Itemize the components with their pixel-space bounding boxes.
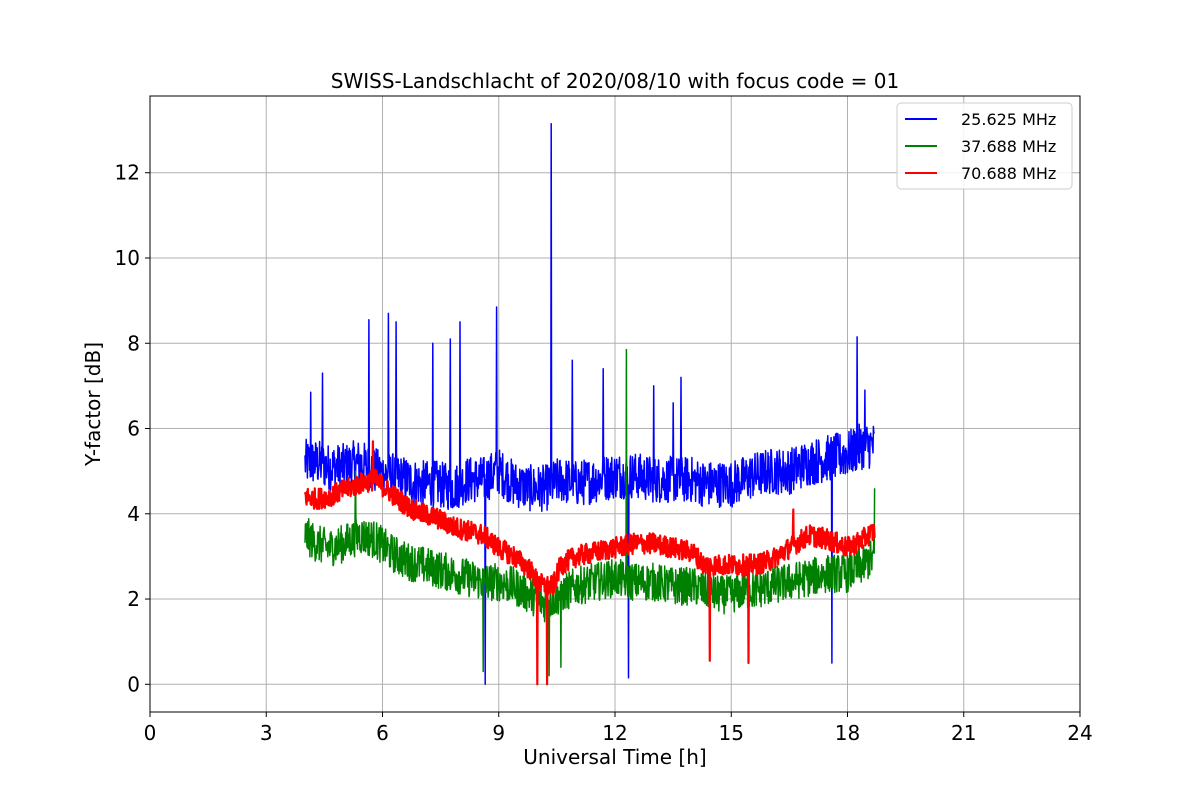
y-tick-label: 4 [127,502,140,526]
y-axis-label: Y-factor [dB] [81,342,105,467]
legend-label-1: 37.688 MHz [961,137,1056,156]
chart-title: SWISS-Landschlacht of 2020/08/10 with fo… [331,69,899,93]
y-axis: 0 2 4 6 8 10 12 [115,161,150,696]
y-tick-label: 6 [127,417,140,441]
y-tick-label: 2 [127,587,140,611]
x-tick-label: 24 [1067,721,1092,745]
legend-label-0: 25.625 MHz [961,110,1056,129]
legend-label-2: 70.688 MHz [961,164,1056,183]
y-tick-label: 8 [127,331,140,355]
x-tick-label: 18 [835,721,860,745]
series-line-0 [304,122,876,686]
legend: 25.625 MHz 37.688 MHz 70.688 MHz [896,102,1073,190]
y-tick-label: 0 [127,672,140,696]
legend-box [896,102,1073,190]
y-tick-label: 10 [115,246,140,270]
y-tick-label: 12 [115,161,140,185]
x-axis-label: Universal Time [h] [523,745,706,769]
x-tick-label: 6 [376,721,389,745]
x-axis: 0 3 6 9 12 15 18 21 24 [144,712,1093,745]
x-tick-label: 9 [492,721,505,745]
plot-area [303,122,876,686]
series-line-2 [303,440,876,686]
x-tick-label: 0 [144,721,157,745]
x-tick-label: 21 [951,721,976,745]
x-tick-label: 12 [602,721,627,745]
series-line-1 [304,348,876,677]
x-tick-label: 3 [260,721,273,745]
x-tick-label: 15 [719,721,744,745]
